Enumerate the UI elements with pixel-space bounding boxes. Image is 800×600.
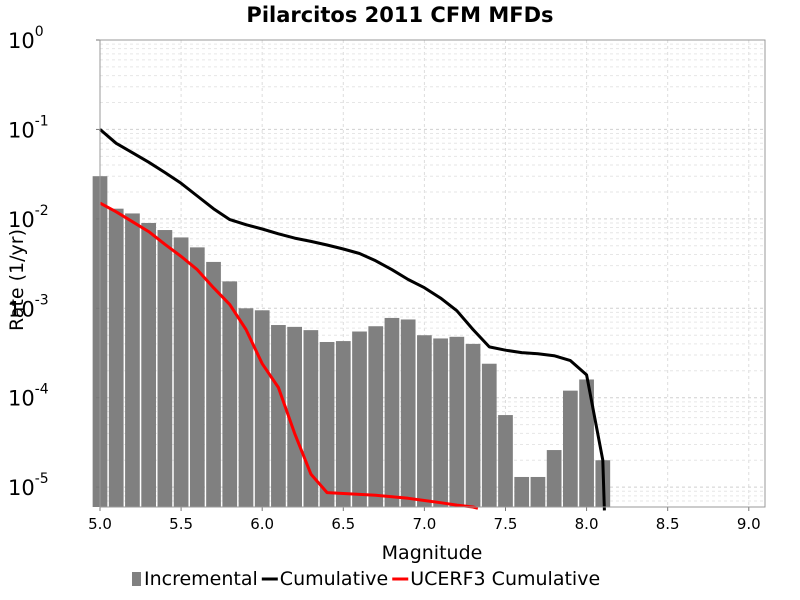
x-axis-label: Magnitude [382, 542, 483, 564]
x-tick-label: 9.0 [737, 515, 761, 533]
chart-title: Pilarcitos 2011 CFM MFDs [246, 3, 553, 27]
x-tick-label: 7.0 [412, 515, 436, 533]
legend-item: Cumulative [261, 568, 388, 590]
incremental-bar [238, 308, 254, 507]
incremental-bar [271, 325, 286, 507]
x-tick-label: 6.0 [250, 515, 274, 533]
incremental-bar [206, 261, 221, 507]
legend: Incremental Cumulative UCERF3 Cumulative [132, 568, 600, 590]
x-tick-label: 5.0 [88, 515, 112, 533]
legend-swatch [132, 572, 141, 586]
y-tick-label: 10-2 [8, 203, 49, 232]
incremental-bar [189, 247, 205, 507]
legend-item: UCERF3 Cumulative [392, 568, 600, 590]
incremental-bar [368, 326, 384, 507]
incremental-bar [287, 326, 302, 507]
incremental-bar [157, 230, 173, 508]
y-axis-ticks: 100 10-1 10-2 10-3 10-4 10-5 [8, 24, 100, 500]
cumulative-lines [99, 128, 606, 511]
incremental-bar [352, 331, 367, 507]
incremental-bar [108, 208, 124, 507]
incremental-bar [579, 379, 594, 507]
cumulative-line [99, 128, 606, 511]
incremental-bar [514, 476, 530, 507]
legend-item: Incremental [132, 568, 258, 590]
incremental-bar [141, 222, 157, 507]
incremental-bar [530, 476, 546, 507]
y-tick-label: 10-4 [8, 382, 49, 411]
incremental-bar [563, 390, 578, 507]
y-tick-label: 10-1 [8, 113, 49, 142]
incremental-bar [481, 363, 497, 507]
incremental-bar [173, 237, 189, 507]
incremental-bar [254, 310, 270, 507]
incremental-bar [222, 281, 238, 507]
incremental-bar [384, 317, 400, 507]
y-axis-label: Rate (1/yr) [6, 229, 28, 331]
x-tick-label: 8.5 [656, 515, 680, 533]
legend-label: Cumulative [280, 568, 388, 590]
y-tick-label: 10-3 [8, 292, 49, 321]
plot-frame [99, 39, 766, 508]
ucerf3-cumulative-line [99, 201, 479, 510]
incremental-bar [400, 319, 416, 507]
incremental-bar [465, 343, 481, 507]
x-tick-label: 7.5 [494, 515, 518, 533]
x-tick-label: 8.0 [575, 515, 599, 533]
legend-label: UCERF3 Cumulative [410, 568, 600, 590]
incremental-bars [92, 176, 611, 508]
incremental-bar [417, 335, 432, 507]
incremental-bar [335, 341, 351, 507]
incremental-bar [433, 338, 448, 507]
x-tick-label: 5.5 [169, 515, 193, 533]
legend-label: Incremental [144, 568, 258, 590]
incremental-bar [319, 341, 335, 507]
x-axis-ticks: 5.0 5.5 6.0 6.5 7.0 7.5 8.0 8.5 9.0 [88, 507, 761, 533]
incremental-bar [498, 415, 513, 507]
y-tick-label: 10-5 [8, 471, 49, 500]
incremental-bar [449, 336, 465, 507]
y-tick-label: 100 [8, 24, 44, 53]
x-tick-label: 6.5 [331, 515, 355, 533]
incremental-bar [125, 213, 140, 507]
incremental-bar [546, 450, 562, 507]
